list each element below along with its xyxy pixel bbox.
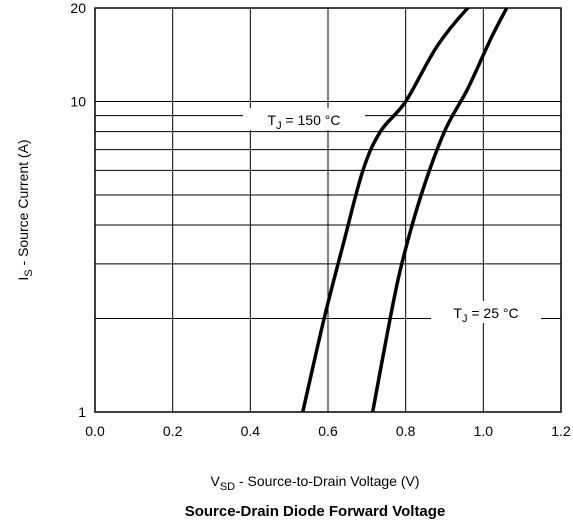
y-tick-labels: 1 10 20: [70, 0, 86, 420]
series-line-tj-25: [370, 8, 509, 412]
x-tick-label: 0.8: [396, 423, 416, 439]
x-tick-label: 1.2: [551, 423, 571, 439]
x-axis-title: VSD - Source-to-Drain Voltage (V): [210, 473, 419, 493]
curves: [301, 8, 509, 412]
plot-frame: [94, 7, 562, 413]
series-label: TJ = 150 °C: [268, 112, 341, 132]
label-background: [243, 108, 365, 130]
label-background: [431, 301, 541, 323]
y-tick-label: 20: [70, 0, 86, 16]
label-tj-25: TJ = 25 °C: [431, 301, 541, 325]
x-tick-labels: 0.0 0.2 0.4 0.6 0.8 1.0 1.2: [85, 423, 571, 439]
y-tick-label: 10: [70, 93, 86, 109]
label-tj-150: TJ = 150 °C: [243, 108, 365, 132]
x-tick-label: 1.0: [474, 423, 494, 439]
y-axis-title: IS - Source Current (A): [15, 139, 35, 280]
series-label: TJ = 25 °C: [453, 305, 518, 325]
x-tick-label: 0.6: [318, 423, 338, 439]
grid: [95, 8, 561, 412]
chart-title: Source-Drain Diode Forward Voltage: [185, 503, 446, 520]
series-line-tj-150: [301, 8, 471, 412]
y-tick-label: 1: [78, 404, 86, 420]
series-labels: TJ = 150 °C TJ = 25 °C: [243, 108, 541, 325]
x-tick-label: 0.4: [241, 423, 261, 439]
x-tick-label: 0.0: [85, 423, 105, 439]
x-tick-label: 0.2: [163, 423, 183, 439]
